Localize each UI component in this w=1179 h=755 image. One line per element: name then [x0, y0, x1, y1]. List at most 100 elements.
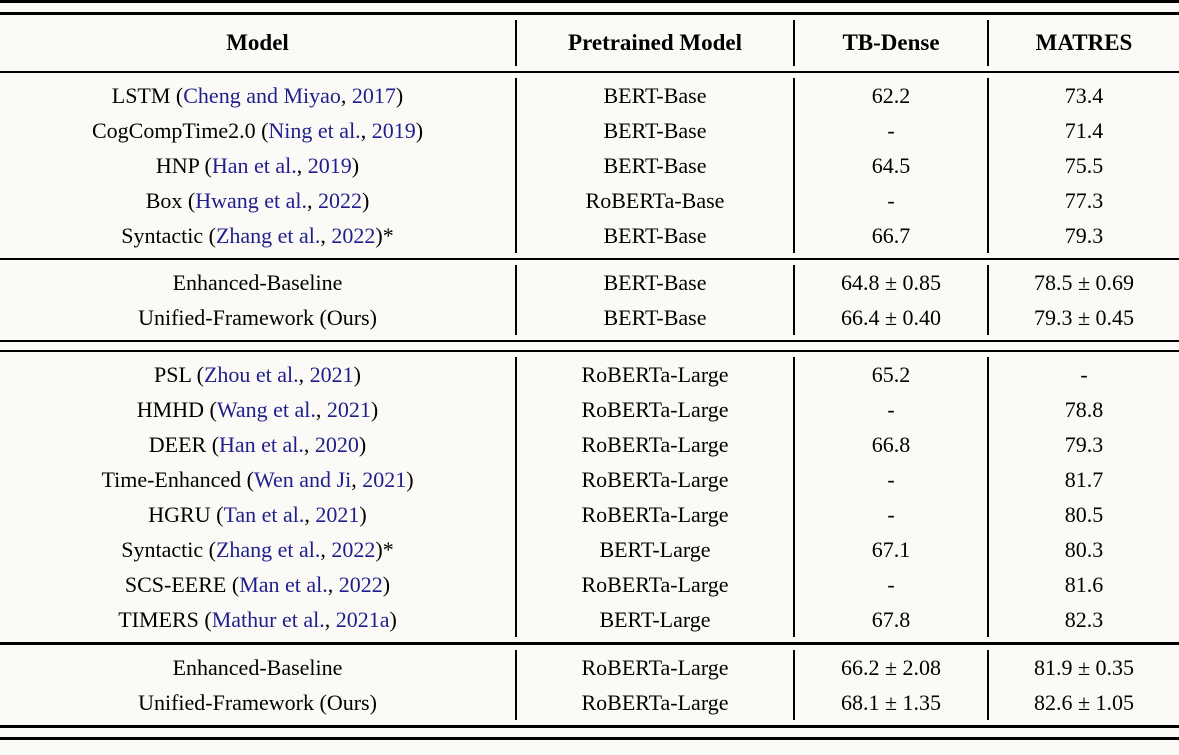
- citation-year-link[interactable]: 2021: [362, 467, 407, 492]
- model-name-suffix: ): [370, 397, 379, 422]
- citation-year-link[interactable]: 2021: [326, 397, 371, 422]
- model-name: CogCompTime2.0 (: [91, 118, 269, 143]
- table-row: LSTM (Cheng and Miyao, 2017) BERT-Base 6…: [0, 78, 1179, 113]
- matres-cell: -: [987, 357, 1179, 392]
- section-base-prior-work: LSTM (Cheng and Miyao, 2017) BERT-Base 6…: [0, 73, 1179, 258]
- citation-authors-link[interactable]: Wen and Ji: [254, 467, 352, 492]
- citation-authors-link[interactable]: Cheng and Miyao: [183, 83, 341, 108]
- citation-authors-link[interactable]: Tan et al.: [223, 502, 305, 527]
- model-cell: HGRU (Tan et al., 2021): [0, 497, 515, 532]
- tb-dense-cell: -: [793, 567, 987, 602]
- pretrained-model-cell: BERT-Base: [515, 78, 793, 113]
- tb-dense-cell: 64.5: [793, 148, 987, 183]
- model-cell: SCS-EERE (Man et al., 2022): [0, 567, 515, 602]
- pretrained-model-cell: BERT-Base: [515, 265, 793, 300]
- model-name: HMHD (: [136, 397, 217, 422]
- citation-authors-link[interactable]: Zhang et al.: [215, 223, 321, 248]
- table-row: CogCompTime2.0 (Ning et al., 2019) BERT-…: [0, 113, 1179, 148]
- matres-cell: 80.5: [987, 497, 1179, 532]
- model-name-suffix: ): [415, 118, 424, 143]
- table-row: Syntactic (Zhang et al., 2022)* BERT-Bas…: [0, 218, 1179, 253]
- citation-authors-link[interactable]: Zhang et al.: [215, 537, 321, 562]
- citation-separator: ,: [306, 188, 318, 213]
- model-cell: LSTM (Cheng and Miyao, 2017): [0, 78, 515, 113]
- matres-cell: 78.5 ± 0.69: [987, 265, 1179, 300]
- citation-year-link[interactable]: 2021a: [335, 607, 390, 632]
- tb-dense-cell: 65.2: [793, 357, 987, 392]
- citation-authors-link[interactable]: Hwang et al.: [195, 188, 307, 213]
- pretrained-model-cell: RoBERTa-Large: [515, 392, 793, 427]
- citation-authors-link[interactable]: Ning et al.: [268, 118, 361, 143]
- header-block: Model Pretrained Model TB-Dense MATRES: [0, 15, 1179, 71]
- matres-cell: 71.4: [987, 113, 1179, 148]
- header-row: Model Pretrained Model TB-Dense MATRES: [0, 20, 1179, 66]
- citation-authors-link[interactable]: Han et al.: [219, 432, 304, 457]
- matres-cell: 73.4: [987, 78, 1179, 113]
- citation-authors-link[interactable]: Man et al.: [239, 572, 328, 597]
- model-cell: Syntactic (Zhang et al., 2022)*: [0, 218, 515, 253]
- model-cell: PSL (Zhou et al., 2021): [0, 357, 515, 392]
- model-name-suffix: ): [361, 188, 370, 213]
- table-row: DEER (Han et al., 2020) RoBERTa-Large 66…: [0, 427, 1179, 462]
- citation-year-link[interactable]: 2020: [314, 432, 359, 457]
- model-name-suffix: ): [353, 362, 361, 387]
- section-double-rule: [0, 340, 1179, 352]
- pretrained-model-cell: BERT-Large: [515, 532, 793, 567]
- column-header-model: Model: [226, 30, 289, 55]
- tb-dense-cell: 66.4 ± 0.40: [793, 300, 987, 335]
- table-row: Unified-Framework (Ours) BERT-Base 66.4 …: [0, 300, 1179, 335]
- model-cell: DEER (Han et al., 2020): [0, 427, 515, 462]
- column-header-pretrained-model: Pretrained Model: [515, 20, 793, 66]
- citation-authors-link[interactable]: Zhou et al.: [203, 362, 299, 387]
- citation-year-link[interactable]: 2017: [351, 83, 396, 108]
- model-name: Syntactic (: [121, 537, 216, 562]
- citation-authors-link[interactable]: Mathur et al.: [211, 607, 325, 632]
- citation-year-link[interactable]: 2022: [331, 537, 376, 562]
- model-name: Box (: [145, 188, 196, 213]
- tb-dense-cell: 66.8: [793, 427, 987, 462]
- column-header-matres: MATRES: [987, 20, 1179, 66]
- citation-authors-link[interactable]: Han et al.: [211, 153, 297, 178]
- citation-separator: ,: [327, 572, 339, 597]
- matres-cell: 79.3 ± 0.45: [987, 300, 1179, 335]
- citation-year-link[interactable]: 2022: [338, 572, 383, 597]
- pretrained-model-cell: BERT-Base: [515, 218, 793, 253]
- model-name-suffix: ): [406, 467, 414, 492]
- citation-separator: ,: [298, 362, 310, 387]
- citation-separator: ,: [303, 432, 315, 457]
- matres-cell: 81.7: [987, 462, 1179, 497]
- citation-year-link[interactable]: 2021: [315, 502, 360, 527]
- citation-separator: ,: [320, 223, 332, 248]
- model-name-suffix: ): [359, 502, 367, 527]
- model-cell: HNP (Han et al., 2019): [0, 148, 515, 183]
- citation-year-link[interactable]: 2019: [307, 153, 352, 178]
- tb-dense-cell: 67.1: [793, 532, 987, 567]
- citation-authors-link[interactable]: Wang et al.: [216, 397, 316, 422]
- citation-year-link[interactable]: 2021: [309, 362, 354, 387]
- tb-dense-cell: 66.2 ± 2.08: [793, 650, 987, 685]
- table-row: HGRU (Tan et al., 2021) RoBERTa-Large - …: [0, 497, 1179, 532]
- citation-year-link[interactable]: 2019: [371, 118, 416, 143]
- matres-cell: 82.6 ± 1.05: [987, 685, 1179, 720]
- table-row: PSL (Zhou et al., 2021) RoBERTa-Large 65…: [0, 357, 1179, 392]
- model-cell: Syntactic (Zhang et al., 2022)*: [0, 532, 515, 567]
- matres-cell: 77.3: [987, 183, 1179, 218]
- citation-separator: ,: [320, 537, 332, 562]
- tb-dense-cell: 67.8: [793, 602, 987, 637]
- model-name: Syntactic (: [121, 223, 216, 248]
- tb-dense-cell: 62.2: [793, 78, 987, 113]
- model-cell: Enhanced-Baseline: [172, 270, 343, 295]
- tb-dense-cell: 66.7: [793, 218, 987, 253]
- model-cell: Time-Enhanced (Wen and Ji, 2021): [0, 462, 515, 497]
- model-name: LSTM (: [111, 83, 184, 108]
- section-large-prior-work: PSL (Zhou et al., 2021) RoBERTa-Large 65…: [0, 352, 1179, 642]
- tb-dense-cell: -: [793, 113, 987, 148]
- citation-year-link[interactable]: 2022: [317, 188, 362, 213]
- model-name: HNP (: [155, 153, 212, 178]
- model-cell: HMHD (Wang et al., 2021): [0, 392, 515, 427]
- citation-separator: ,: [315, 397, 327, 422]
- citation-separator: ,: [360, 118, 372, 143]
- citation-year-link[interactable]: 2022: [331, 223, 376, 248]
